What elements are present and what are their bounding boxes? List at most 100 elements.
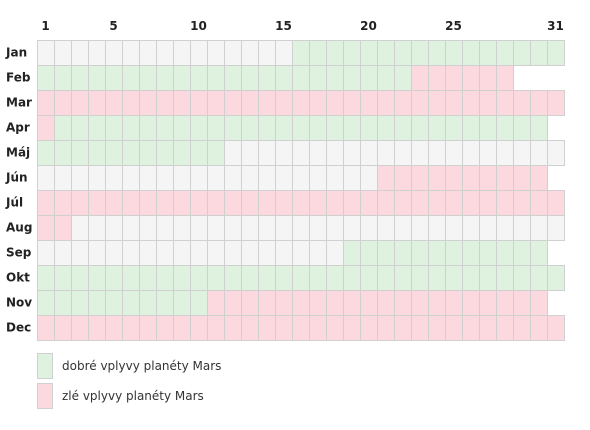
day-cell: [37, 240, 55, 266]
day-cell: [343, 115, 361, 141]
day-cell: [258, 65, 276, 91]
day-cell: [54, 65, 72, 91]
month-label-4: Máj: [6, 146, 30, 160]
month-label-7: Aug: [6, 221, 32, 235]
day-cell: [326, 65, 344, 91]
day-cell: [479, 90, 497, 116]
day-cell: [326, 40, 344, 66]
day-cell: [156, 40, 174, 66]
day-cell: [496, 115, 514, 141]
day-cell: [428, 165, 446, 191]
day-cell: [173, 165, 191, 191]
day-cell: [258, 115, 276, 141]
day-cell: [428, 315, 446, 341]
day-cell: [122, 265, 140, 291]
day-label-31: 31: [547, 19, 564, 33]
day-cell: [445, 65, 463, 91]
day-cell: [360, 190, 378, 216]
day-cell: [122, 90, 140, 116]
day-cell: [241, 65, 259, 91]
day-cell: [530, 165, 548, 191]
day-cell: [479, 315, 497, 341]
day-cell: [496, 215, 514, 241]
day-cell: [275, 315, 293, 341]
month-label-10: Nov: [6, 296, 32, 310]
day-cell: [445, 290, 463, 316]
month-label-0: Jan: [5, 46, 27, 60]
day-cell: [530, 115, 548, 141]
day-cell: [394, 165, 412, 191]
day-cell: [37, 265, 55, 291]
day-cell: [513, 90, 531, 116]
day-cell: [428, 240, 446, 266]
day-cell: [530, 140, 548, 166]
day-cell: [428, 115, 446, 141]
day-cell: [54, 290, 72, 316]
day-cell: [71, 290, 89, 316]
day-cell: [190, 240, 208, 266]
day-cell: [207, 190, 225, 216]
month-label-2: Mar: [6, 96, 32, 110]
day-cell: [275, 290, 293, 316]
day-cell: [275, 115, 293, 141]
day-cell: [343, 290, 361, 316]
day-cell: [88, 240, 106, 266]
day-cell: [360, 40, 378, 66]
day-cell: [139, 65, 157, 91]
day-cell: [326, 215, 344, 241]
day-label-1: 1: [41, 19, 49, 33]
day-cell: [547, 90, 565, 116]
day-label-25: 25: [445, 19, 462, 33]
day-cell: [292, 65, 310, 91]
day-cell: [513, 115, 531, 141]
day-cell: [343, 190, 361, 216]
day-cell: [547, 215, 565, 241]
day-cell: [496, 190, 514, 216]
day-cell: [207, 315, 225, 341]
day-cell: [360, 140, 378, 166]
day-cell: [139, 190, 157, 216]
day-cell: [530, 215, 548, 241]
day-cell: [462, 115, 480, 141]
day-cell: [275, 65, 293, 91]
day-cell: [326, 290, 344, 316]
day-cell: [54, 165, 72, 191]
day-cell: [326, 165, 344, 191]
day-cell: [479, 290, 497, 316]
day-cell: [309, 240, 327, 266]
day-cell: [394, 190, 412, 216]
day-cell: [156, 115, 174, 141]
day-cell: [139, 140, 157, 166]
day-cell: [207, 115, 225, 141]
day-cell: [343, 215, 361, 241]
day-cell: [496, 290, 514, 316]
day-cell: [54, 265, 72, 291]
day-cell: [479, 40, 497, 66]
day-cell: [241, 265, 259, 291]
day-cell: [71, 240, 89, 266]
day-cell: [377, 215, 395, 241]
day-cell: [173, 140, 191, 166]
day-cell: [156, 265, 174, 291]
day-cell: [241, 40, 259, 66]
day-cell: [530, 265, 548, 291]
day-cell: [105, 115, 123, 141]
day-cell: [156, 65, 174, 91]
legend-item-good: dobré vplyvy planéty Mars: [37, 353, 221, 379]
day-cell: [173, 40, 191, 66]
day-cell: [190, 190, 208, 216]
day-cell: [292, 40, 310, 66]
day-cell: [139, 90, 157, 116]
day-cell: [173, 90, 191, 116]
day-cell: [190, 315, 208, 341]
day-cell: [224, 215, 242, 241]
day-cell: [241, 140, 259, 166]
day-cell: [190, 290, 208, 316]
day-cell: [37, 215, 55, 241]
day-cell: [241, 315, 259, 341]
day-cell: [360, 240, 378, 266]
day-cell: [309, 165, 327, 191]
day-cell: [360, 265, 378, 291]
day-cell: [224, 165, 242, 191]
legend-item-bad: zlé vplyvy planéty Mars: [37, 383, 221, 409]
